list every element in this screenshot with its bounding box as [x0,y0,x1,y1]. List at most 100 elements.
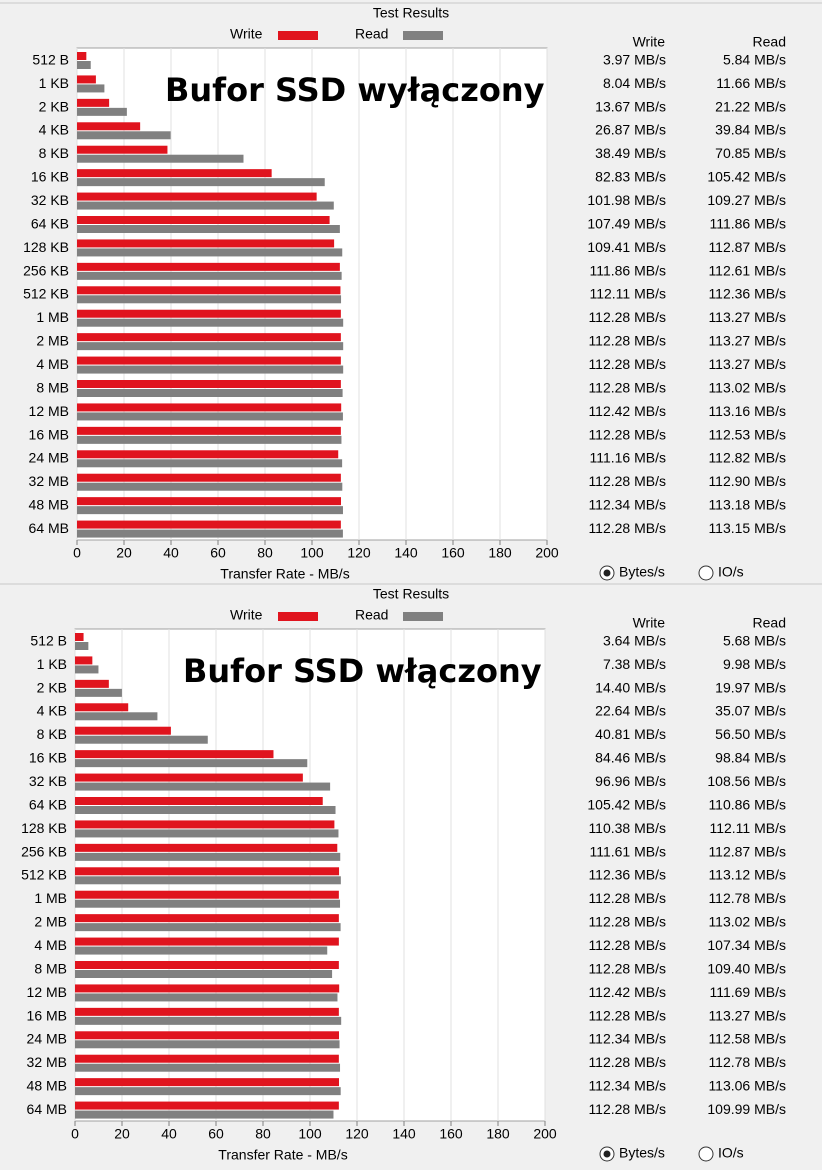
radio-label[interactable]: Bytes/s [619,1145,665,1161]
y-tick-label: 64 KB [29,796,67,812]
y-tick-label: 8 MB [36,379,69,395]
value-label: 22.64 MB/s [595,703,666,719]
value-label: 112.61 MB/s [708,262,786,278]
x-tick-label: 80 [255,1126,271,1142]
legend-label: Write [230,26,263,42]
bar [75,937,339,946]
x-tick-label: 20 [114,1126,130,1142]
value-label: 26.87 MB/s [595,122,666,138]
value-label: 112.34 MB/s [588,1078,666,1094]
value-label: 112.28 MB/s [588,520,666,536]
x-axis-label: Transfer Rate - MB/s [218,1147,347,1163]
y-tick-label: 64 MB [29,520,69,536]
bar [75,703,129,712]
value-label: 105.42 MB/s [587,796,666,812]
bar [75,712,158,721]
legend-label: Read [355,607,388,623]
value-label: 111.86 MB/s [709,215,786,231]
bar [75,1110,334,1119]
x-tick-label: 100 [298,1126,322,1142]
value-label: 84.46 MB/s [595,750,666,766]
value-label: 112.36 MB/s [588,867,666,883]
bar [77,248,343,257]
value-label: 107.49 MB/s [587,215,666,231]
value-label: 9.98 MB/s [723,656,786,672]
bar [77,435,342,444]
radio-button[interactable] [698,1146,714,1162]
bar [77,497,341,506]
value-label: 113.02 MB/s [708,914,786,930]
value-label: 19.97 MB/s [715,679,786,695]
bar [75,914,339,923]
value-label: 8.04 MB/s [603,75,666,91]
value-label: 111.16 MB/s [589,450,666,466]
annotation: Bufor SSD wyłączony [165,71,545,109]
value-label: 113.27 MB/s [708,333,786,349]
x-tick-label: 60 [208,1126,224,1142]
y-tick-label: 2 MB [34,914,67,930]
radio-label[interactable]: IO/s [718,1145,744,1161]
y-tick-label: 48 MB [27,1078,67,1094]
bar [75,735,208,744]
value-label: 112.78 MB/s [708,890,786,906]
value-label: 5.68 MB/s [723,632,786,648]
y-tick-label: 1 KB [39,75,69,91]
value-label: 111.86 MB/s [589,262,666,278]
bar [77,122,141,131]
bar [75,1087,341,1096]
x-tick-label: 140 [392,1126,416,1142]
value-label: 112.90 MB/s [708,473,786,489]
bar [77,75,96,84]
x-tick-label: 160 [441,545,465,561]
bar [77,426,341,435]
y-tick-label: 256 KB [23,262,69,278]
bar [75,843,338,852]
bar [75,993,338,1002]
value-label: 111.61 MB/s [589,843,666,859]
chart-title: Test Results [373,586,449,602]
y-tick-label: 256 KB [21,843,67,859]
bar [77,389,343,397]
value-label: 112.28 MB/s [588,1007,666,1023]
radio-label[interactable]: IO/s [718,564,744,580]
bar [75,876,341,885]
bar [77,333,341,342]
y-tick-label: 32 KB [31,192,69,208]
value-label: 112.82 MB/s [708,450,786,466]
bar [75,899,341,908]
legend-label: Write [230,607,263,623]
y-tick-label: 1 MB [34,890,67,906]
radio-dot [603,1150,611,1158]
radio-label[interactable]: Bytes/s [619,564,665,580]
value-label: 38.49 MB/s [595,145,666,161]
x-tick-label: 40 [163,545,179,561]
y-tick-label: 32 KB [29,773,67,789]
y-tick-label: 1 KB [37,656,67,672]
bar [77,178,325,187]
value-label: 113.12 MB/s [708,867,786,883]
bar [75,642,89,650]
value-label: 112.28 MB/s [588,379,666,395]
bar [75,984,340,993]
y-tick-label: 12 MB [27,984,67,1000]
bar [77,506,343,515]
y-tick-label: 16 KB [31,169,69,185]
bar [75,1016,342,1025]
x-tick-label: 160 [439,1126,463,1142]
value-label: 96.96 MB/s [595,773,666,789]
value-label: 112.28 MB/s [588,890,666,906]
bar [77,131,171,140]
value-label: 21.22 MB/s [715,98,786,114]
x-tick-label: 180 [488,545,512,561]
value-label: 112.78 MB/s [708,1054,786,1070]
y-tick-label: 2 KB [39,98,69,114]
value-label: 112.28 MB/s [588,426,666,442]
y-tick-label: 4 MB [36,356,69,372]
bar [75,782,331,791]
column-header: Write [633,615,666,631]
value-label: 112.28 MB/s [588,1054,666,1070]
value-label: 14.40 MB/s [595,679,666,695]
radio-button[interactable] [698,565,714,581]
x-axis-label: Transfer Rate - MB/s [220,566,349,582]
bar [77,192,317,201]
